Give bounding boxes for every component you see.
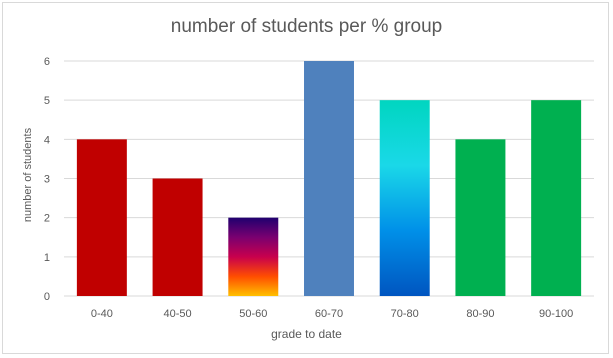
x-tick-label: 60-70 <box>315 308 343 320</box>
bar-40-50 <box>153 179 203 297</box>
y-tick-label: 6 <box>44 56 50 68</box>
y-tick-labels: 0 1 2 3 4 5 6 <box>44 56 50 303</box>
x-tick-label: 90-100 <box>539 308 573 320</box>
bar-50-60 <box>228 218 278 296</box>
x-tick-label: 0-40 <box>91 308 113 320</box>
x-tick-label: 80-90 <box>466 308 494 320</box>
bar-0-40 <box>77 139 127 296</box>
y-tick-label: 0 <box>44 291 50 303</box>
bar-80-90 <box>455 139 505 296</box>
y-tick-label: 1 <box>44 252 50 264</box>
y-tick-label: 3 <box>44 174 50 186</box>
x-tick-labels: 0-40 40-50 50-60 60-70 70-80 80-90 90-100 <box>91 308 573 320</box>
bar-90-100 <box>531 100 581 296</box>
x-tick-label: 70-80 <box>391 308 419 320</box>
bar-60-70 <box>304 61 354 296</box>
x-tick-label: 50-60 <box>239 308 267 320</box>
bar-70-80 <box>380 100 430 296</box>
x-tick-label: 40-50 <box>164 308 192 320</box>
y-tick-label: 4 <box>44 134 50 146</box>
y-tick-label: 2 <box>44 213 50 225</box>
y-tick-label: 5 <box>44 95 50 107</box>
